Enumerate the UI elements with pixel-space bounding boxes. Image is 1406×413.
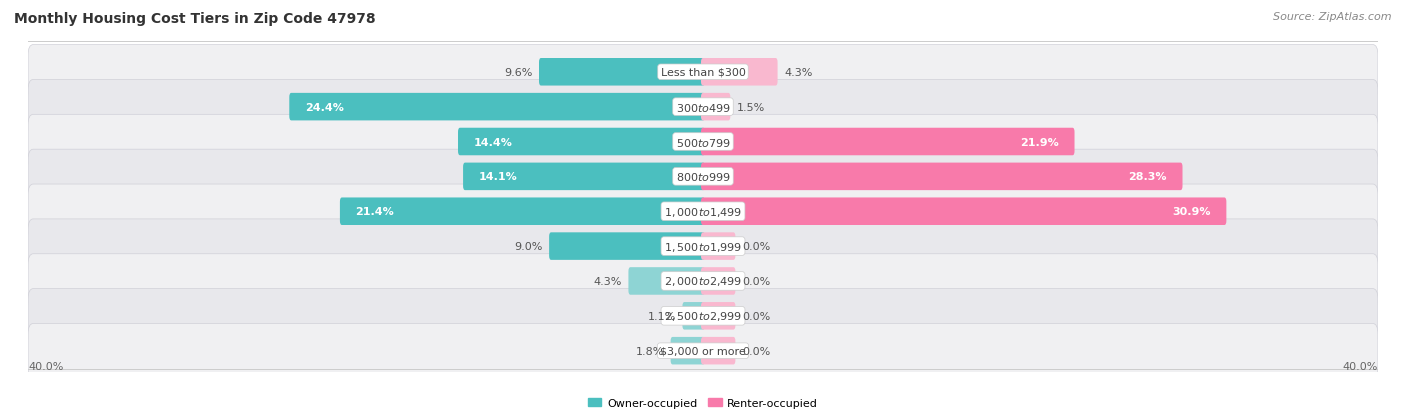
FancyBboxPatch shape bbox=[28, 80, 1378, 135]
FancyBboxPatch shape bbox=[550, 233, 704, 260]
FancyBboxPatch shape bbox=[702, 163, 1182, 191]
Text: 9.6%: 9.6% bbox=[505, 68, 533, 78]
Text: 4.3%: 4.3% bbox=[593, 276, 621, 286]
Text: $1,500 to $1,999: $1,500 to $1,999 bbox=[664, 240, 742, 253]
Text: 21.4%: 21.4% bbox=[356, 207, 394, 217]
FancyBboxPatch shape bbox=[702, 94, 730, 121]
Text: $3,000 or more: $3,000 or more bbox=[661, 346, 745, 356]
FancyBboxPatch shape bbox=[28, 324, 1378, 378]
FancyBboxPatch shape bbox=[28, 289, 1378, 343]
FancyBboxPatch shape bbox=[702, 128, 1074, 156]
FancyBboxPatch shape bbox=[463, 163, 704, 191]
FancyBboxPatch shape bbox=[458, 128, 704, 156]
FancyBboxPatch shape bbox=[628, 268, 704, 295]
Text: 9.0%: 9.0% bbox=[515, 242, 543, 252]
Text: $1,000 to $1,499: $1,000 to $1,499 bbox=[664, 205, 742, 218]
Text: 14.4%: 14.4% bbox=[474, 137, 512, 147]
Text: $300 to $499: $300 to $499 bbox=[675, 102, 731, 113]
Text: 1.8%: 1.8% bbox=[636, 346, 664, 356]
Text: 30.9%: 30.9% bbox=[1173, 207, 1211, 217]
FancyBboxPatch shape bbox=[671, 337, 704, 365]
FancyBboxPatch shape bbox=[702, 268, 735, 295]
FancyBboxPatch shape bbox=[538, 59, 704, 86]
Text: 1.1%: 1.1% bbox=[648, 311, 676, 321]
Text: 0.0%: 0.0% bbox=[742, 346, 770, 356]
Text: 14.1%: 14.1% bbox=[478, 172, 517, 182]
Text: 40.0%: 40.0% bbox=[28, 361, 63, 371]
Text: 1.5%: 1.5% bbox=[737, 102, 765, 112]
Text: Source: ZipAtlas.com: Source: ZipAtlas.com bbox=[1274, 12, 1392, 22]
FancyBboxPatch shape bbox=[28, 150, 1378, 204]
Text: 40.0%: 40.0% bbox=[1343, 361, 1378, 371]
FancyBboxPatch shape bbox=[682, 302, 704, 330]
Text: $2,500 to $2,999: $2,500 to $2,999 bbox=[664, 310, 742, 323]
FancyBboxPatch shape bbox=[702, 302, 735, 330]
FancyBboxPatch shape bbox=[340, 198, 704, 225]
Text: $500 to $799: $500 to $799 bbox=[675, 136, 731, 148]
Text: $800 to $999: $800 to $999 bbox=[675, 171, 731, 183]
Text: 24.4%: 24.4% bbox=[305, 102, 343, 112]
Text: 28.3%: 28.3% bbox=[1129, 172, 1167, 182]
FancyBboxPatch shape bbox=[28, 219, 1378, 274]
Text: $2,000 to $2,499: $2,000 to $2,499 bbox=[664, 275, 742, 288]
FancyBboxPatch shape bbox=[28, 115, 1378, 169]
FancyBboxPatch shape bbox=[702, 233, 735, 260]
FancyBboxPatch shape bbox=[702, 59, 778, 86]
Text: Monthly Housing Cost Tiers in Zip Code 47978: Monthly Housing Cost Tiers in Zip Code 4… bbox=[14, 12, 375, 26]
Text: 0.0%: 0.0% bbox=[742, 311, 770, 321]
FancyBboxPatch shape bbox=[28, 185, 1378, 239]
Text: 0.0%: 0.0% bbox=[742, 242, 770, 252]
FancyBboxPatch shape bbox=[702, 198, 1226, 225]
Text: 0.0%: 0.0% bbox=[742, 276, 770, 286]
Text: 21.9%: 21.9% bbox=[1021, 137, 1059, 147]
Legend: Owner-occupied, Renter-occupied: Owner-occupied, Renter-occupied bbox=[583, 394, 823, 413]
Text: Less than $300: Less than $300 bbox=[661, 68, 745, 78]
FancyBboxPatch shape bbox=[28, 254, 1378, 309]
FancyBboxPatch shape bbox=[290, 94, 704, 121]
FancyBboxPatch shape bbox=[702, 337, 735, 365]
FancyBboxPatch shape bbox=[28, 45, 1378, 100]
Text: 4.3%: 4.3% bbox=[785, 68, 813, 78]
